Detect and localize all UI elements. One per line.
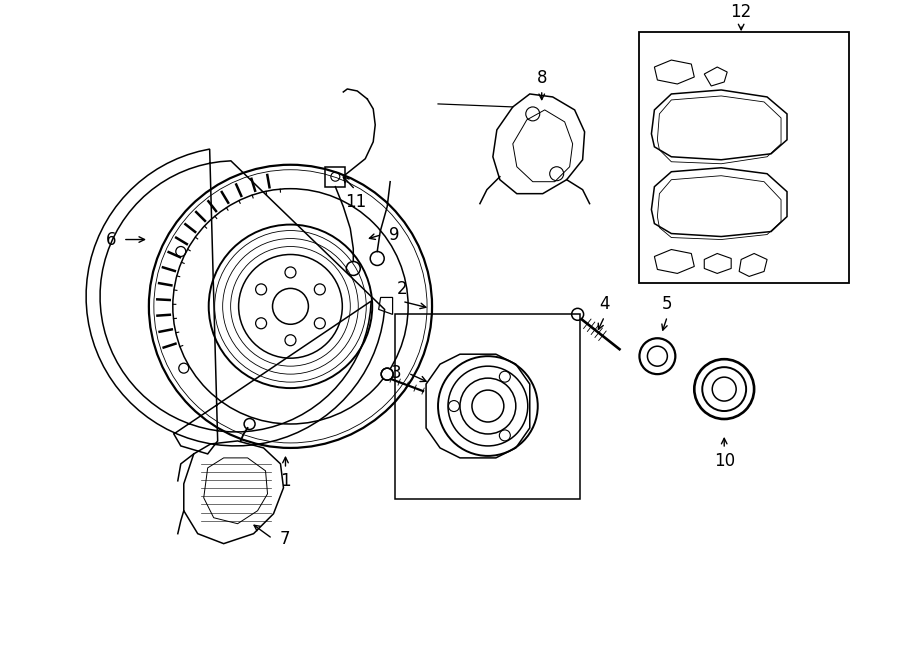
Text: 4: 4 — [599, 295, 610, 313]
Text: 8: 8 — [536, 69, 547, 87]
Text: 1: 1 — [280, 472, 291, 490]
Text: 3: 3 — [391, 364, 401, 382]
Text: 12: 12 — [731, 3, 752, 21]
Bar — [639, 32, 849, 284]
Text: 6: 6 — [105, 231, 116, 249]
Circle shape — [382, 368, 393, 380]
Text: 11: 11 — [345, 192, 366, 211]
Text: 9: 9 — [389, 225, 400, 243]
Text: 2: 2 — [397, 280, 408, 298]
Text: 10: 10 — [714, 452, 734, 470]
Bar — [326, 167, 346, 186]
Text: 7: 7 — [279, 529, 290, 548]
Bar — [395, 315, 580, 499]
Text: 5: 5 — [662, 295, 672, 313]
